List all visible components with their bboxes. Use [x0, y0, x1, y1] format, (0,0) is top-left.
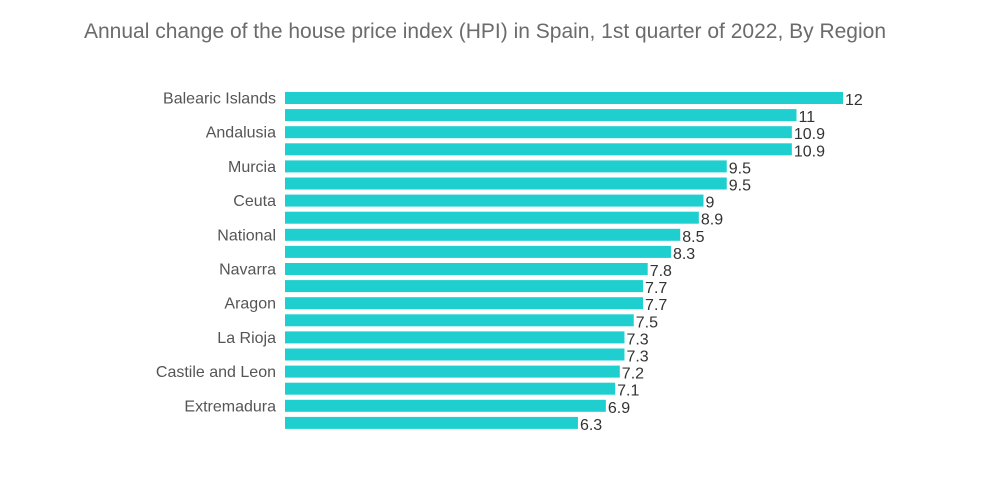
data-label: 7.8 — [650, 263, 672, 280]
bar — [285, 297, 644, 310]
bar — [285, 126, 792, 139]
category-labels: Balearic Islands Andalusia Murcia Ceuta Nati… — [156, 91, 276, 416]
category-label: Murcia — [228, 159, 276, 176]
bar — [285, 245, 671, 258]
data-label: 7.5 — [636, 314, 658, 331]
data-label: 6.9 — [608, 400, 630, 417]
bar-group — [285, 92, 843, 429]
category-label: Balearic Islands — [163, 91, 276, 108]
bar — [285, 314, 634, 327]
data-label: 8.3 — [673, 246, 695, 263]
bar — [285, 109, 797, 122]
data-label: 8.5 — [682, 229, 704, 246]
category-label: Ceuta — [233, 193, 276, 210]
data-label: 9 — [706, 195, 715, 212]
data-label: 12 — [845, 92, 863, 109]
bar — [285, 348, 625, 361]
data-label: 10.9 — [794, 126, 825, 143]
category-label: Castile and Leon — [156, 364, 276, 381]
category-label: Andalusia — [206, 125, 276, 142]
data-label: 7.7 — [645, 280, 667, 297]
data-label: 10.9 — [794, 143, 825, 160]
bar — [285, 416, 578, 429]
data-label: 9.5 — [729, 178, 751, 195]
bar — [285, 228, 681, 241]
data-label: 6.3 — [580, 417, 602, 434]
bar — [285, 177, 727, 190]
data-label: 7.2 — [622, 366, 644, 383]
chart-title: Annual change of the house price index (… — [84, 20, 886, 43]
bar — [285, 160, 727, 173]
data-label: 7.1 — [617, 383, 639, 400]
data-label: 11 — [799, 109, 816, 126]
data-label: 8.9 — [701, 212, 723, 229]
category-label: Extremadura — [184, 398, 276, 415]
data-label: 7.7 — [645, 297, 667, 314]
data-label: 7.3 — [626, 331, 648, 348]
bar — [285, 92, 843, 104]
bar — [285, 382, 616, 395]
data-label: 7.3 — [626, 349, 648, 366]
category-label: National — [217, 227, 276, 244]
category-label: Aragon — [224, 296, 276, 313]
bar — [285, 399, 606, 412]
bar — [285, 331, 625, 344]
value-labels: 121110.910.99.59.598.98.58.37.87.77.77.5… — [580, 92, 863, 434]
bar — [285, 280, 644, 293]
bar — [285, 365, 620, 378]
bar — [285, 263, 648, 275]
data-label: 9.5 — [729, 160, 751, 177]
category-label: La Rioja — [217, 330, 276, 347]
bar — [285, 194, 704, 207]
category-label: Navarra — [219, 262, 276, 279]
bar — [285, 211, 699, 224]
bar — [285, 143, 792, 156]
